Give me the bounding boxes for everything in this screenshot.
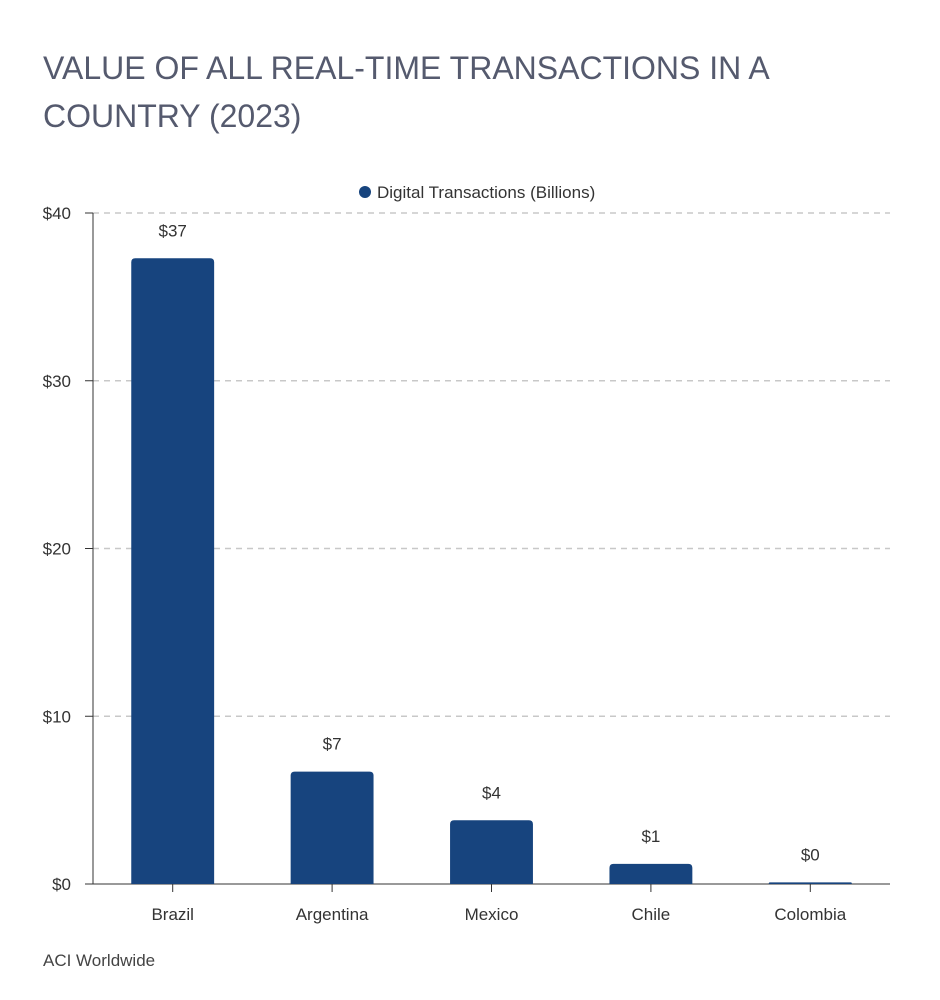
bar-argentina <box>290 771 374 884</box>
bar-brazil <box>131 258 215 885</box>
data-label-chile: $1 <box>641 827 660 846</box>
legend-label: Digital Transactions (Billions) <box>377 183 595 202</box>
y-tick-label: $0 <box>52 875 71 894</box>
category-label-colombia: Colombia <box>774 905 846 924</box>
legend: Digital Transactions (Billions) <box>359 183 595 202</box>
y-tick-label: $10 <box>43 707 71 726</box>
gridlines <box>93 212 890 717</box>
chart-title: VALUE OF ALL REAL-TIME TRANSACTIONS IN A… <box>43 50 768 134</box>
y-tick-label: $20 <box>43 540 71 559</box>
data-labels: $37 $7 $4 $1 $0 <box>159 221 820 864</box>
bar-chart: $0 $10 $20 $30 $40 $37 $7 $4 $1 $0 Brazil Argenti… <box>43 183 890 924</box>
category-labels: Brazil Argentina Mexico Chile Colombia <box>151 884 847 924</box>
category-label-mexico: Mexico <box>465 905 519 924</box>
data-label-colombia: $0 <box>801 845 820 864</box>
data-label-mexico: $4 <box>482 783 501 802</box>
y-tick-label: $30 <box>43 372 71 391</box>
category-label-argentina: Argentina <box>296 905 369 924</box>
source-note: ACI Worldwide <box>43 951 156 970</box>
bar-colombia <box>768 882 852 884</box>
legend-marker-icon <box>359 186 371 198</box>
data-label-argentina: $7 <box>323 735 342 754</box>
bars <box>131 258 852 885</box>
bar-mexico <box>450 820 533 884</box>
data-label-brazil: $37 <box>159 221 187 240</box>
category-label-brazil: Brazil <box>151 905 194 924</box>
bar-chile <box>609 863 693 884</box>
y-tick-labels: $0 $10 $20 $30 $40 <box>43 204 93 894</box>
y-tick-label: $40 <box>43 204 71 223</box>
category-label-chile: Chile <box>632 905 671 924</box>
